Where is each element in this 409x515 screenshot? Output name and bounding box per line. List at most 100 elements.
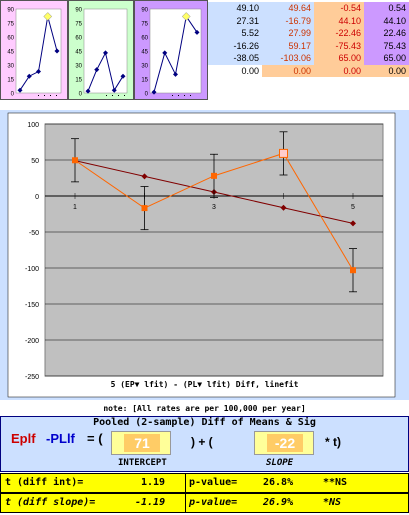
mini-tick-label: 45 (141, 50, 148, 56)
regression-panel: Pooled (2-sample) Diff of Means & Sig Ep… (0, 416, 409, 472)
mini-chart-2-svg: 90 75 60 45 30 15 0 (75, 8, 128, 98)
grid-col-4: 0.54 44.10 22.46 75.43 65.00 0.00 (364, 2, 409, 77)
chart-title: 5 (EP▼ lfit) - (PL▼ lfit) Diff, linefit (110, 380, 299, 389)
equation-lhs-pllf: -PLlf (46, 431, 75, 446)
series-1-point (141, 173, 148, 180)
y-tick-label: -150 (25, 302, 39, 309)
sig-label: *NS (323, 497, 342, 508)
intercept-box: 71 (111, 431, 171, 455)
equation-plus: ) + ( (191, 435, 213, 449)
grid-cell: -0.54 (314, 2, 364, 15)
mini-tick-label: 15 (141, 78, 148, 84)
mini-tick-label: 30 (7, 64, 14, 70)
t-label: t (diff slope)= (5, 497, 96, 508)
mini-tick-label: 30 (141, 64, 148, 70)
mini-tick-label: 60 (141, 36, 148, 42)
mini-chart-1-svg: 90 75 60 45 30 15 0 (7, 8, 62, 98)
grid-cell: 59.17 (288, 40, 311, 51)
y-tick-label: 0 (35, 194, 39, 201)
mini-tick-label: 30 (75, 64, 82, 70)
grid-cell: 49.10 (236, 3, 259, 13)
series-2-point (141, 205, 148, 212)
mini-chart-2: 90 75 60 45 30 15 0 (68, 0, 134, 100)
y-tick-label: 100 (27, 122, 39, 129)
y-tick-label: 50 (31, 158, 39, 165)
mini-tick-label: 45 (75, 50, 82, 56)
mini-tick-label: 75 (7, 22, 14, 28)
equation-lhs-eplf: Eplf (11, 431, 36, 446)
values-grid: 49.10 27.31 5.52 -16.26 -38.05 0.00 49.6… (208, 0, 409, 100)
mini-tick-label: 60 (7, 36, 14, 42)
stats-row-slope: t (diff slope)= -1.19 p-value= 26.9% *NS (0, 493, 409, 513)
series-1-point (350, 220, 356, 227)
sig-label: **NS (323, 477, 348, 488)
grid-cell: 5.52 (241, 28, 259, 38)
mini-point (94, 67, 100, 73)
y-tick-label: -200 (25, 338, 39, 345)
grid-cell: 44.10 (314, 14, 364, 27)
series-2-point (350, 267, 356, 274)
grid-cell: 0.00 (364, 64, 409, 77)
slope-box: -22 (254, 431, 314, 455)
mini-point (17, 87, 23, 93)
mini-x-tick (118, 95, 119, 96)
mini-point (103, 50, 108, 56)
y-tick-label: -250 (25, 374, 39, 381)
mini-x-tick (172, 95, 173, 96)
note-text: note: [All rates are per 100,000 per yea… (0, 401, 409, 416)
t-value: -1.19 (135, 497, 166, 508)
slope-label: SLOPE (266, 458, 294, 468)
mini-x-tick (178, 95, 179, 96)
grid-cell: 27.31 (236, 15, 259, 26)
grid-cell: 0.00 (208, 64, 262, 77)
equation-equals: = ( (87, 431, 103, 446)
grid-cell: -16.26 (233, 40, 259, 51)
grid-cell: -16.79 (285, 15, 311, 26)
grid-cell: 0.00 (262, 64, 314, 77)
mini-x-tick (38, 95, 39, 96)
mini-x-tick (184, 95, 185, 96)
mini-point (173, 71, 178, 77)
mini-tick-label: 75 (141, 22, 148, 28)
p-label: p-value= (189, 497, 238, 508)
mini-point (120, 73, 126, 79)
mini-x-tick (112, 95, 113, 96)
grid-col-2: 49.64 -16.79 27.99 59.17 -103.06 0.00 (262, 2, 314, 77)
mini-tick-label: 90 (7, 8, 14, 14)
grid-col-3: -0.54 44.10 -22.46 -75.43 65.00 0.00 (314, 2, 364, 77)
grid-cell: 75.43 (383, 40, 406, 51)
p-value: 26.8% (263, 477, 294, 488)
grid-cell: -38.05 (233, 53, 259, 63)
series-1-point (280, 204, 287, 211)
mini-point (111, 87, 117, 93)
mini-tick-label: 90 (141, 8, 148, 14)
mini-tick-label: 0 (79, 92, 83, 98)
series-2-point (211, 172, 217, 179)
mini-highlight-point (181, 12, 191, 21)
main-chart: 100 50 0 -50 -100 -150 -200 -250 1 3 5 (0, 110, 409, 400)
stats-row-intercept: t (diff int)= 1.19 p-value= 26.8% **NS (0, 473, 409, 493)
mini-tick-label: 0 (11, 92, 15, 98)
mini-point (85, 88, 91, 94)
x-tick-label: 1 (73, 204, 77, 211)
mini-chart-3-svg: 90 75 60 45 30 15 0 (141, 8, 202, 98)
mini-x-tick (56, 95, 57, 96)
mini-x-tick (124, 95, 125, 96)
grid-cell: -103.06 (280, 53, 311, 63)
mini-point (36, 69, 41, 75)
intercept-label: INTERCEPT (118, 458, 167, 468)
mini-point (54, 48, 60, 54)
p-label: p-value= (189, 477, 238, 488)
mini-tick-label: 15 (7, 78, 14, 84)
equation-times-t: * t) (325, 435, 341, 449)
mini-plot-area (15, 8, 62, 94)
grid-cell: 44.10 (383, 15, 406, 26)
mini-tick-label: 45 (7, 50, 14, 56)
grid-cell: 49.64 (288, 3, 311, 13)
y-tick-label: -100 (25, 266, 39, 273)
mini-point (151, 89, 157, 95)
x-tick-label: 3 (212, 204, 216, 211)
grid-cell: 22.46 (383, 28, 406, 38)
t-value: 1.19 (141, 477, 166, 488)
mini-tick-label: 0 (145, 92, 149, 98)
